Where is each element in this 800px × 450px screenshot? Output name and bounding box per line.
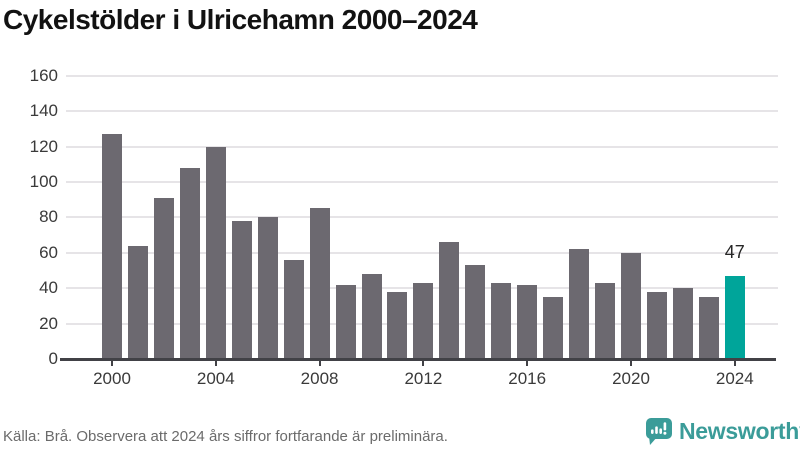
- bar-2022: [672, 288, 693, 359]
- gridline-160: [66, 74, 778, 77]
- bar-2015: [491, 282, 512, 359]
- y-tick-label-40: 40: [39, 278, 58, 298]
- gridline-100: [66, 180, 778, 183]
- bar-2000: [102, 134, 122, 359]
- gridline-120: [66, 145, 778, 148]
- bar-2014: [465, 265, 486, 359]
- x-tick-label-2004: 2004: [196, 369, 235, 388]
- bar-2017: [543, 297, 564, 359]
- x-tick-mark-2012: [422, 360, 425, 366]
- gridline-80: [66, 216, 778, 219]
- bar-2018: [569, 249, 590, 359]
- newsworthy-wordmark: Newsworthy: [679, 418, 800, 444]
- chart-title: Cykelstölder i Ulricehamn 2000–2024: [3, 4, 478, 35]
- bar-value-annotation: 47: [724, 242, 745, 262]
- bar-2011: [387, 291, 408, 359]
- bar-2006: [257, 217, 278, 359]
- newsworthy-logo[interactable]: Newsworthy: [645, 416, 800, 446]
- x-tick-label-2020: 2020: [612, 369, 650, 388]
- x-tick-mark-2016: [526, 360, 529, 366]
- bar-2009: [335, 284, 356, 359]
- bar-2023: [698, 297, 719, 359]
- x-axis-line: [60, 357, 776, 361]
- bar-2003: [179, 167, 200, 359]
- y-tick-label-20: 20: [39, 313, 58, 333]
- x-tick-label-2008: 2008: [300, 369, 339, 388]
- x-tick-label-2012: 2012: [404, 369, 443, 388]
- x-tick-label-2000: 2000: [93, 369, 131, 388]
- bar-2012: [413, 282, 434, 359]
- plot-area: 0 20 40 60 80 100 120 140 160 2000 2004 2008 2012 201…: [29, 65, 778, 388]
- y-tick-label-100: 100: [29, 171, 58, 191]
- y-tick-label-140: 140: [29, 101, 58, 121]
- bar-2020: [621, 252, 641, 359]
- x-tick-mark-2008: [318, 360, 321, 366]
- source-note: Källa: Brå. Observera att 2024 års siffr…: [3, 428, 448, 445]
- x-tick-label-2016: 2016: [508, 369, 547, 388]
- y-tick-label-80: 80: [39, 207, 58, 227]
- gridline-140: [66, 110, 778, 113]
- bar-2021: [646, 291, 667, 359]
- y-tick-label-0: 0: [48, 349, 58, 368]
- bar-2019: [595, 282, 616, 359]
- newsworthy-bubble-icon: [646, 417, 672, 445]
- bar-2008: [309, 208, 330, 359]
- bar-2013: [439, 242, 460, 359]
- x-tick-mark-2004: [214, 360, 217, 366]
- bar-2002: [153, 197, 174, 359]
- x-tick-label-2024: 2024: [715, 369, 754, 388]
- x-tick-mark-2000: [111, 360, 113, 366]
- y-tick-label-160: 160: [29, 65, 58, 85]
- x-tick-mark-2024: [733, 360, 736, 366]
- bar-2010: [361, 274, 382, 359]
- bar-2005: [231, 220, 252, 359]
- x-tick-mark-2020: [630, 360, 632, 366]
- bar-highlight-2024: [724, 275, 745, 359]
- y-tick-label-120: 120: [29, 136, 58, 156]
- bar-2016: [517, 284, 538, 359]
- y-tick-label-60: 60: [39, 242, 58, 262]
- bar-2007: [283, 259, 304, 359]
- bar-2004: [205, 146, 226, 359]
- bar-2001: [127, 245, 148, 359]
- gridline-60: [66, 251, 778, 254]
